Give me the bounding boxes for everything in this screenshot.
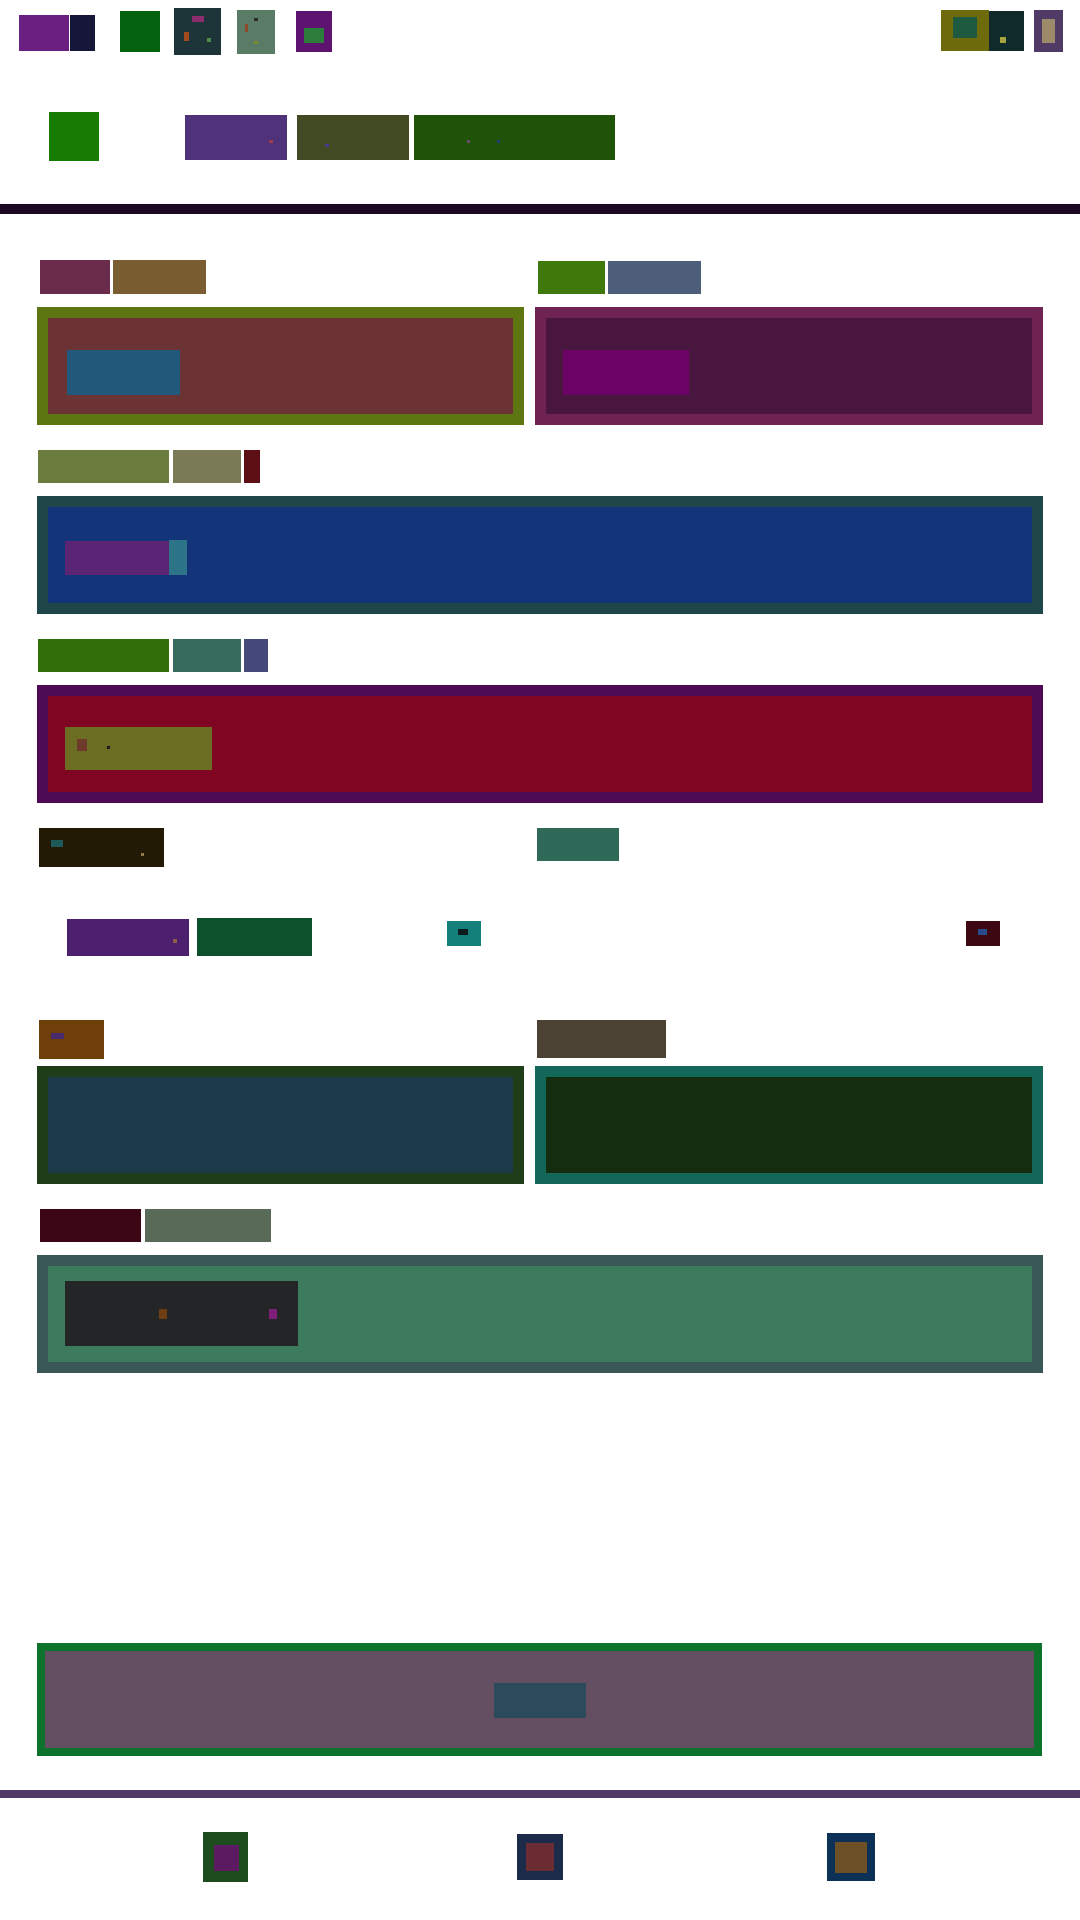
card-body: [546, 1077, 1032, 1173]
list-item[interactable]: [197, 918, 312, 956]
footer-nav: [0, 1798, 1080, 1920]
card-button[interactable]: [67, 350, 180, 395]
label-chip: [40, 1209, 141, 1242]
list-badge[interactable]: [966, 921, 1000, 946]
tab-green-wide[interactable]: [414, 115, 615, 160]
toolbar: [0, 100, 1080, 170]
menu-icon-plum[interactable]: [1034, 10, 1063, 52]
nav-icon-inner: [835, 1842, 867, 1873]
app-icon-purple[interactable]: [19, 15, 69, 51]
card: [37, 1066, 524, 1184]
top-divider: [0, 204, 1080, 214]
label-chip: [40, 260, 110, 294]
profile-inner: [953, 17, 977, 38]
app-icon-magenta[interactable]: [296, 11, 332, 52]
card-body: [48, 507, 1032, 603]
card-body: [546, 318, 1032, 414]
nav-icon-right[interactable]: [827, 1833, 875, 1881]
app-icon-navy[interactable]: [70, 15, 95, 51]
card: [37, 307, 524, 425]
logo-icon[interactable]: [49, 112, 99, 161]
banner-body: [45, 1651, 1034, 1748]
badge-inner: [458, 929, 468, 935]
icon-inner-green: [304, 28, 324, 43]
card-body: [48, 696, 1032, 792]
card-body: [48, 1266, 1032, 1362]
status-dot: [1000, 37, 1006, 43]
tab-purple[interactable]: [185, 115, 287, 160]
profile-icon-olive[interactable]: [941, 10, 989, 51]
card-button[interactable]: [563, 350, 689, 395]
card-button[interactable]: [65, 727, 212, 770]
list-header-chip: [537, 828, 619, 861]
tab-olive[interactable]: [297, 115, 409, 160]
card-body: [48, 1077, 513, 1173]
label-chip: [145, 1209, 271, 1242]
card: [37, 496, 1043, 614]
label-chip: [173, 639, 241, 672]
nav-icon-inner: [214, 1845, 239, 1871]
app-icon-green[interactable]: [120, 11, 160, 52]
banner-card: [37, 1643, 1042, 1756]
label-chip: [38, 450, 169, 483]
card: [37, 1255, 1043, 1373]
card-input[interactable]: [65, 1281, 298, 1346]
menu-inner: [1042, 19, 1055, 43]
button-dot: [77, 739, 87, 751]
label-chip: [538, 261, 605, 294]
banner-button[interactable]: [494, 1683, 586, 1718]
nav-icon-left[interactable]: [203, 1832, 248, 1882]
input-dot: [159, 1309, 167, 1319]
nav-icon-center[interactable]: [517, 1834, 563, 1880]
chip-dot: [51, 840, 63, 847]
label-chip: [38, 639, 169, 672]
chip-dot: [51, 1033, 64, 1039]
app-icon-dark-slate[interactable]: [174, 8, 221, 55]
label-chip: [113, 260, 206, 294]
label-chip: [173, 450, 241, 483]
card-button[interactable]: [65, 541, 169, 575]
app-icon-sage[interactable]: [237, 10, 275, 54]
icon-dot-dark: [254, 18, 258, 21]
tab-dot: [467, 140, 470, 143]
label-chip: [608, 261, 701, 294]
icon-dot-brown: [245, 24, 248, 32]
icon-dot-olive: [254, 41, 258, 44]
card: [535, 307, 1043, 425]
card: [535, 1066, 1043, 1184]
badge-inner: [978, 929, 987, 935]
list-badge[interactable]: [447, 921, 481, 946]
button-dot: [107, 746, 110, 749]
item-dot: [173, 939, 177, 943]
label-chip: [537, 1020, 666, 1058]
tab-dot: [269, 140, 273, 143]
card-body: [48, 318, 513, 414]
header-bar: [0, 0, 1080, 62]
icon-dot-green: [207, 38, 211, 42]
profile-icon-dark[interactable]: [989, 11, 1024, 51]
card-button-accent[interactable]: [169, 540, 187, 575]
input-dot: [269, 1309, 277, 1319]
label-chip: [39, 1020, 104, 1059]
label-chip: [244, 639, 268, 672]
list-item[interactable]: [67, 919, 189, 956]
bottom-divider: [0, 1790, 1080, 1798]
card: [37, 685, 1043, 803]
tab-dot: [325, 144, 329, 147]
icon-dot-pink: [192, 16, 204, 22]
tab-dot: [497, 140, 500, 143]
chip-dot: [141, 853, 144, 856]
nav-icon-inner: [526, 1843, 554, 1871]
list-header-chip: [39, 828, 164, 867]
icon-dot-orange: [184, 32, 189, 41]
label-chip: [244, 450, 260, 483]
